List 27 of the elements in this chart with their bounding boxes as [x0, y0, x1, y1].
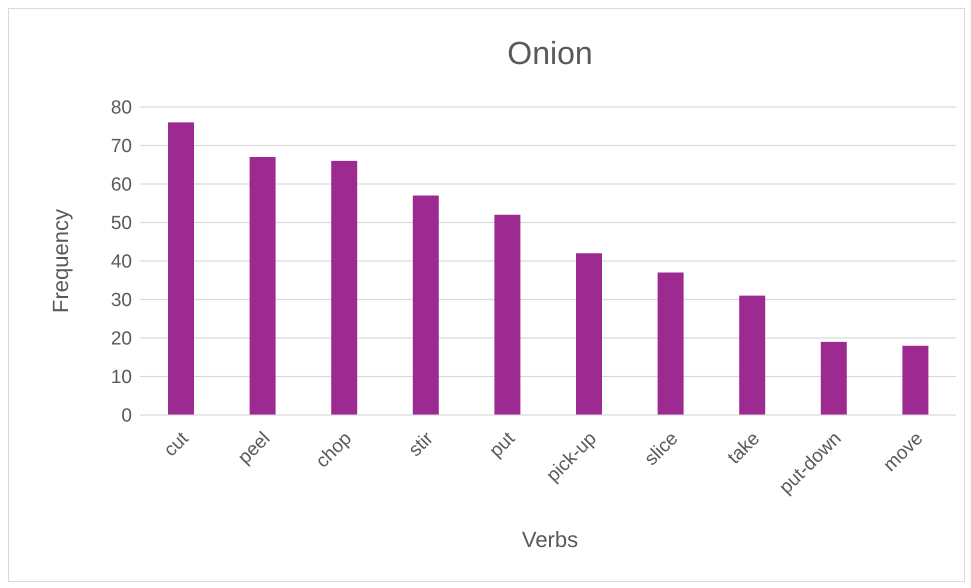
y-tick-label: 80: [110, 98, 132, 119]
chart-title: Onion: [506, 35, 594, 72]
x-axis-title: Verbs: [520, 527, 580, 553]
y-tick-label: 10: [110, 367, 132, 388]
x-tick-label: take: [724, 428, 764, 468]
bar: [576, 253, 602, 415]
bar: [902, 346, 928, 415]
bar: [331, 160, 358, 415]
bar: [494, 214, 520, 415]
y-tick-label: 0: [121, 406, 132, 427]
bar: [820, 342, 847, 415]
bar: [412, 196, 439, 415]
y-tick-label: 20: [110, 328, 132, 350]
y-tick-label: 50: [110, 213, 132, 234]
bar: [168, 122, 194, 415]
y-tick-label: 40: [110, 252, 132, 273]
bar: [658, 272, 684, 415]
x-tick-label: stir: [404, 428, 438, 461]
y-tick-label: 70: [110, 136, 132, 158]
y-axis-title: Frequency: [48, 209, 74, 313]
y-tick-label: 60: [110, 174, 132, 196]
x-tick-label: cut: [160, 428, 194, 461]
y-tick-label: 30: [110, 290, 132, 312]
x-tick-label: slice: [640, 428, 682, 470]
bar: [739, 296, 766, 415]
bar: [250, 157, 276, 415]
x-tick-label: put: [486, 428, 520, 462]
